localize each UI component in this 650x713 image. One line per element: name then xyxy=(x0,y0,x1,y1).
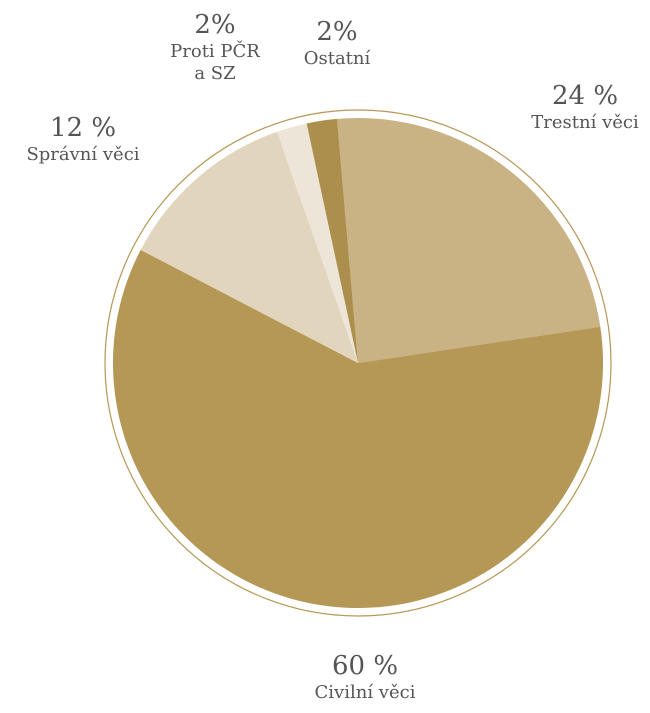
slice-label: 2% Ostatní xyxy=(237,16,437,70)
slice-label: 24 % Trestní věci xyxy=(485,80,650,134)
value-label: 24 % xyxy=(551,81,619,111)
slice-label: 2% Proti PČR a SZ xyxy=(165,9,265,85)
slice-label: 12 % Správní věci xyxy=(0,112,183,166)
pie-slice xyxy=(277,123,358,363)
category-label: Ostatní xyxy=(303,48,371,69)
outer-ring xyxy=(104,109,612,617)
category-label: Civilní věci xyxy=(314,682,416,703)
pie-slice xyxy=(306,118,358,363)
category-label: Proti PČR a SZ xyxy=(170,41,260,84)
value-label: 12 % xyxy=(49,113,117,143)
value-label: 60 % xyxy=(331,651,399,681)
pie-slice xyxy=(113,249,603,608)
category-label: Správní věci xyxy=(26,144,140,165)
value-label: 2% xyxy=(194,10,236,40)
slice-label: 60 % Civilní věci xyxy=(265,650,465,704)
value-label: 2% xyxy=(316,17,358,47)
pie-slice xyxy=(140,131,358,363)
pie-slice xyxy=(337,118,601,363)
category-label: Trestní věci xyxy=(531,112,639,133)
